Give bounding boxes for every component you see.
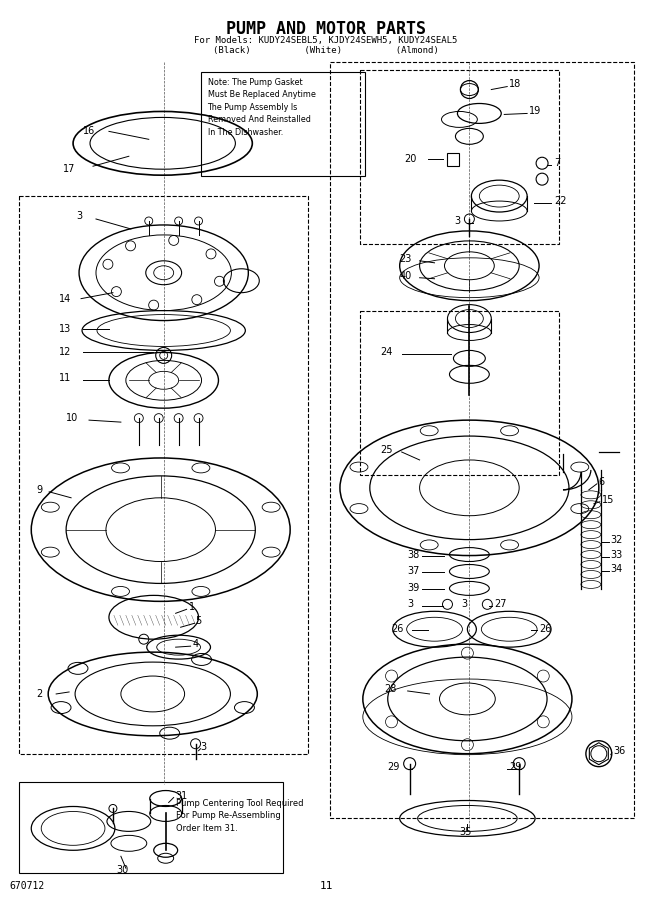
Text: 16: 16 [83, 126, 95, 137]
Text: 670712: 670712 [9, 881, 44, 891]
Text: 1: 1 [188, 602, 195, 612]
Text: 4: 4 [192, 639, 199, 649]
Text: 23: 23 [400, 254, 412, 264]
Text: 26: 26 [539, 625, 552, 634]
Text: 3: 3 [454, 216, 460, 226]
Text: 15: 15 [602, 495, 614, 505]
Text: Pump Centering Tool Required
For Pump Re-Assembling
Order Item 31.: Pump Centering Tool Required For Pump Re… [175, 798, 303, 832]
Text: 27: 27 [494, 599, 507, 609]
Text: (Black)          (White)          (Almond): (Black) (White) (Almond) [213, 46, 439, 55]
Text: For Models: KUDY24SEBL5, KJDY24SEWH5, KUDY24SEAL5: For Models: KUDY24SEBL5, KJDY24SEWH5, KU… [194, 36, 458, 45]
Text: 34: 34 [611, 564, 623, 574]
Text: 39: 39 [408, 583, 420, 593]
Text: 10: 10 [66, 413, 78, 423]
Text: 38: 38 [408, 550, 420, 560]
Text: 37: 37 [408, 566, 420, 577]
Text: 20: 20 [405, 154, 417, 164]
Text: 24: 24 [379, 347, 392, 357]
Text: 31: 31 [175, 790, 188, 800]
Text: 25: 25 [379, 445, 393, 455]
Text: 2: 2 [37, 689, 42, 699]
Text: 7: 7 [554, 158, 560, 168]
Text: Note: The Pump Gasket
Must Be Replaced Anytime
The Pump Assembly Is
Removed And : Note: The Pump Gasket Must Be Replaced A… [207, 77, 316, 137]
Text: 6: 6 [599, 477, 605, 487]
Text: 3: 3 [408, 599, 414, 609]
Text: 19: 19 [529, 106, 541, 116]
Text: 11: 11 [59, 374, 71, 383]
Text: 36: 36 [614, 746, 626, 756]
Text: 18: 18 [509, 78, 522, 88]
Text: 3: 3 [462, 599, 467, 609]
Text: 11: 11 [319, 881, 333, 891]
Text: 29: 29 [509, 761, 522, 771]
Text: 22: 22 [554, 196, 567, 206]
Text: 13: 13 [59, 323, 71, 334]
Text: 40: 40 [400, 271, 412, 281]
Text: 17: 17 [63, 164, 76, 175]
Text: 26: 26 [392, 625, 404, 634]
Text: 12: 12 [59, 347, 72, 357]
Text: 9: 9 [37, 485, 42, 495]
Text: 3: 3 [76, 211, 82, 221]
Text: 28: 28 [385, 684, 397, 694]
Text: 3: 3 [201, 742, 207, 751]
Text: 30: 30 [116, 865, 128, 875]
Text: 5: 5 [196, 616, 202, 626]
Text: 29: 29 [388, 761, 400, 771]
Text: 32: 32 [611, 535, 623, 544]
Text: PUMP AND MOTOR PARTS: PUMP AND MOTOR PARTS [226, 20, 426, 38]
Text: 14: 14 [59, 293, 71, 303]
Text: 33: 33 [611, 550, 623, 560]
Text: 35: 35 [460, 827, 472, 837]
